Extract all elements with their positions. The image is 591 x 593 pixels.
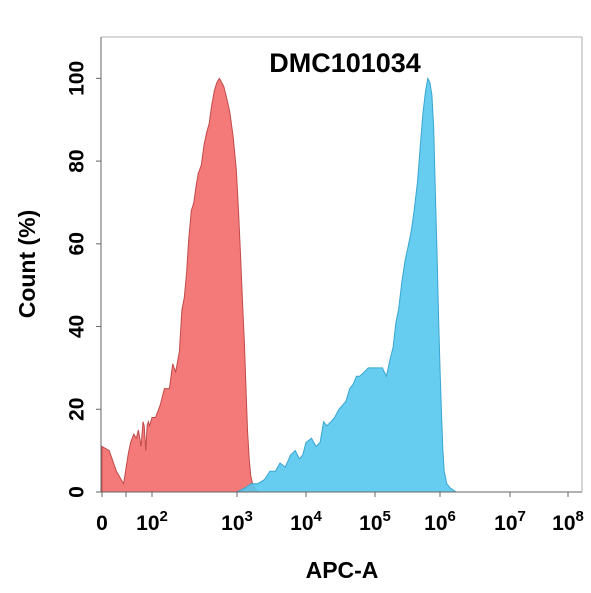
y-tick-label: 0 [66, 486, 89, 498]
x-tick-label: 103 [221, 508, 253, 535]
y-tick-label: 100 [66, 61, 89, 96]
chart-title: DMC101034 [269, 48, 421, 78]
y-tick-label: 80 [66, 149, 89, 172]
x-tick-label: 102 [136, 508, 168, 535]
y-axis-label: Count (%) [14, 210, 40, 319]
x-tick-label: 107 [494, 508, 526, 535]
histogram-areas [101, 76, 458, 493]
y-tick-label: 20 [66, 398, 89, 421]
plot-frame [100, 36, 583, 493]
y-tick-label: 40 [66, 315, 89, 338]
y-axis-ticks: 0 20 40 60 80 100 [66, 61, 101, 498]
x-axis-ticks: 0 102 103 104 105 106 107 108 [96, 492, 584, 535]
x-axis-label: APC-A [306, 557, 379, 583]
x-tick-label: 104 [290, 508, 322, 535]
histogram-series-1 [101, 77, 259, 493]
histogram-series-2 [236, 76, 458, 493]
x-tick-label: 0 [96, 512, 108, 535]
y-tick-label: 60 [66, 232, 89, 255]
x-tick-label: 105 [359, 508, 391, 535]
x-tick-label: 108 [552, 508, 584, 535]
x-tick-label: 106 [424, 508, 456, 535]
